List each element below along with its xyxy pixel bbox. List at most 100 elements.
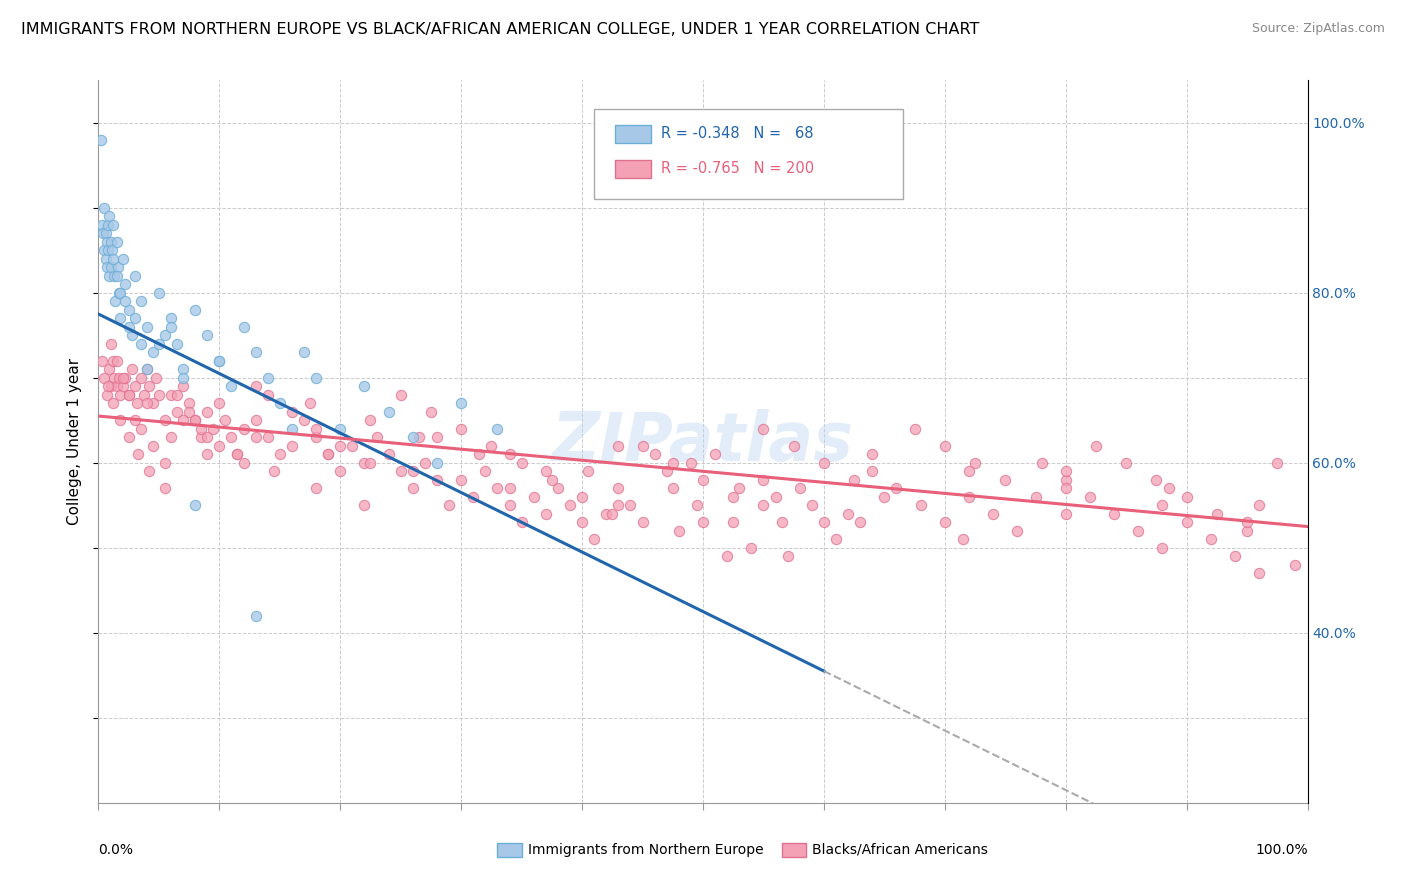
Point [342,439,364,453]
Point [952,533,974,547]
Point [108,285,131,300]
Point [179,396,201,410]
Point [631,439,654,453]
Point [142,396,165,410]
Text: IMMIGRANTS FROM NORTHERN EUROPE VS BLACK/AFRICAN AMERICAN COLLEGE, UNDER 1 YEAR : IMMIGRANTS FROM NORTHERN EUROPE VS BLACK… [21,22,980,37]
Point [679,456,702,470]
Point [813,456,835,470]
Point [91,353,114,368]
Point [208,353,231,368]
Point [1267,456,1289,470]
Point [232,456,254,470]
Point [108,311,131,326]
Point [118,302,141,317]
Point [631,516,654,530]
Point [90,133,112,147]
Point [299,396,322,410]
Point [208,439,231,453]
Point [1024,490,1046,504]
Point [121,362,143,376]
Point [195,328,218,343]
Point [118,388,141,402]
Point [98,209,121,223]
Point [108,371,131,385]
Point [281,405,304,419]
Point [1249,566,1271,581]
Point [172,413,194,427]
Point [1078,490,1101,504]
Point [221,379,243,393]
Point [474,464,496,478]
Point [692,516,714,530]
Text: ZIPatlas: ZIPatlas [553,409,853,475]
Point [576,464,599,478]
Point [148,285,170,300]
Point [256,388,278,402]
Point [179,405,201,419]
Point [510,456,533,470]
Point [104,294,127,309]
Y-axis label: College, Under 1 year: College, Under 1 year [66,358,82,525]
Point [160,388,183,402]
Point [534,464,557,478]
Point [184,413,207,427]
Point [583,533,606,547]
Point [498,447,520,461]
Point [1054,481,1077,495]
Point [329,464,352,478]
Point [873,490,896,504]
Point [408,430,430,444]
Point [716,549,738,564]
Point [190,422,212,436]
Point [607,439,630,453]
Point [127,447,149,461]
Point [1284,558,1306,572]
Point [723,490,745,504]
Point [498,498,520,512]
Point [103,268,125,283]
Point [160,311,183,326]
Point [166,336,188,351]
Point [389,464,412,478]
Bar [614,125,651,143]
Point [353,379,375,393]
Point [138,379,160,393]
Point [292,345,315,359]
Point [148,336,170,351]
Point [100,336,122,351]
Point [114,294,136,309]
Point [813,516,835,530]
Point [93,201,115,215]
Point [661,456,683,470]
Point [486,422,509,436]
Point [360,413,382,427]
Point [281,422,304,436]
Point [195,447,218,461]
Point [523,490,546,504]
Point [1236,524,1258,538]
Point [111,379,134,393]
Point [108,285,131,300]
Point [619,498,641,512]
Point [281,439,304,453]
Point [981,507,1004,521]
Point [1157,481,1180,495]
Point [1175,490,1198,504]
Point [101,218,124,232]
Text: Blacks/African Americans: Blacks/African Americans [811,843,987,856]
Point [103,371,125,385]
Point [96,260,118,275]
Point [1102,507,1125,521]
Point [108,413,131,427]
Point [256,371,278,385]
Point [292,413,315,427]
Point [142,345,165,359]
Point [184,302,207,317]
Bar [782,843,806,857]
Point [607,481,630,495]
Point [366,430,388,444]
Point [214,413,236,427]
Point [965,456,987,470]
Point [256,430,278,444]
Point [108,388,131,402]
